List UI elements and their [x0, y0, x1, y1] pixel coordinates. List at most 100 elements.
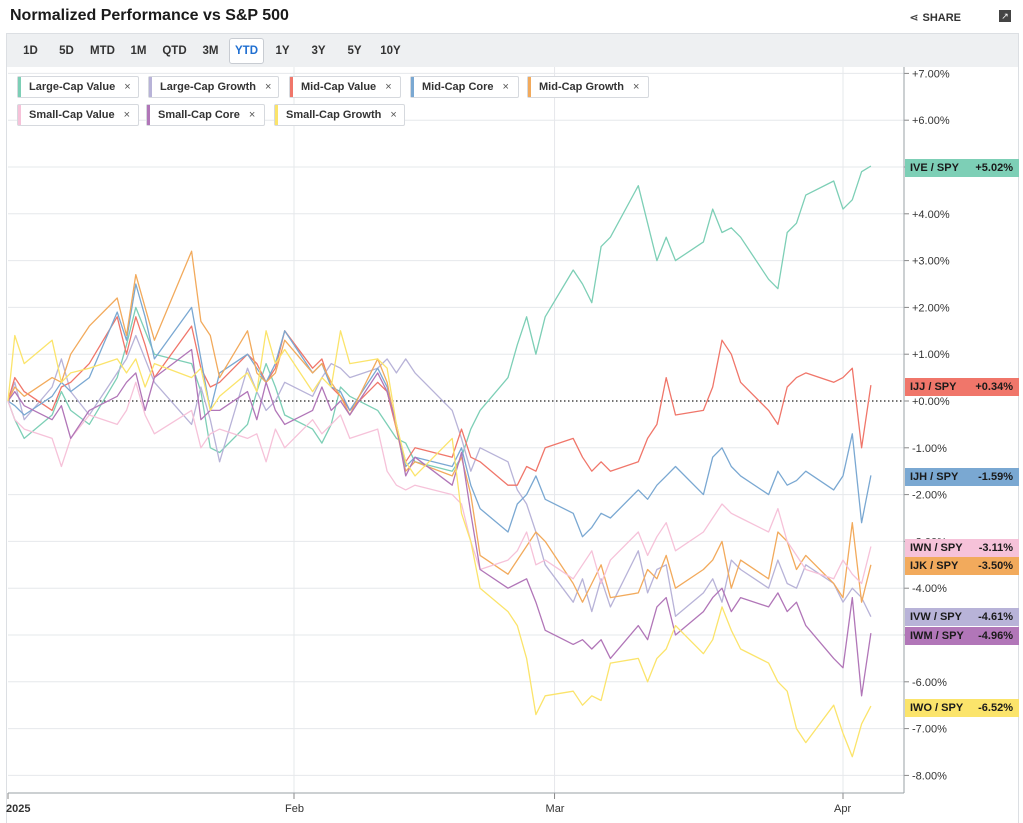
close-icon[interactable]: × — [123, 109, 131, 121]
y-tick-label: +3.00% — [912, 256, 950, 268]
close-icon[interactable]: × — [248, 109, 256, 121]
chip-label: Mid-Cap Value — [301, 81, 377, 93]
range-button-ytd[interactable]: YTD — [229, 38, 264, 64]
tag-ticker: IWM / SPY — [910, 630, 964, 642]
tag-ticker: IVE / SPY — [910, 162, 959, 174]
series-chip[interactable]: Small-Cap Core × — [146, 104, 265, 126]
chip-label: Large-Cap Value — [29, 81, 116, 93]
series-chip[interactable]: Mid-Cap Core × — [410, 76, 519, 98]
expand-icon[interactable]: ↗ — [999, 10, 1011, 22]
series-chip[interactable]: Small-Cap Growth × — [274, 104, 405, 126]
chip-label: Small-Cap Growth — [286, 109, 382, 121]
series-value-tag: IJH / SPY -1.59% — [905, 468, 1019, 486]
range-button-5d[interactable]: 5D — [59, 45, 74, 57]
chip-swatch — [149, 77, 152, 97]
y-tick-label: +7.00% — [912, 68, 950, 80]
range-button-qtd[interactable]: QTD — [162, 45, 187, 57]
range-button-mtd[interactable]: MTD — [90, 45, 115, 57]
range-button-10y[interactable]: 10Y — [380, 45, 401, 57]
tag-ticker: IWN / SPY — [910, 542, 963, 554]
series-chip[interactable]: Large-Cap Value × — [17, 76, 139, 98]
series-line-ijh[interactable] — [7, 283, 872, 538]
range-toolbar: 1D 5D MTD 1M QTD 3M YTD 1Y 3Y 5Y 10Y — [6, 33, 1019, 67]
series-line-iwo[interactable] — [7, 330, 872, 758]
y-tick-label: -2.00% — [912, 490, 947, 502]
range-button-1y[interactable]: 1Y — [275, 45, 290, 57]
range-button-5y[interactable]: 5Y — [347, 45, 362, 57]
page-title: Normalized Performance vs S&P 500 — [10, 7, 289, 24]
chip-swatch — [411, 77, 414, 97]
series-value-tag: IWO / SPY -6.52% — [905, 699, 1019, 717]
chip-label: Mid-Cap Core — [422, 81, 494, 93]
tag-ticker: IWO / SPY — [910, 702, 964, 714]
y-tick-label: -4.00% — [912, 583, 947, 595]
close-icon[interactable]: × — [264, 81, 272, 93]
x-tick-label: Feb — [285, 803, 304, 815]
y-tick-label: -1.00% — [912, 443, 947, 455]
close-icon[interactable]: × — [390, 109, 397, 121]
tag-value: -3.11% — [978, 542, 1013, 554]
series-chip[interactable]: Mid-Cap Growth × — [527, 76, 649, 98]
range-button-1d[interactable]: 1D — [23, 45, 38, 57]
chart-frame — [6, 67, 1019, 823]
series-line-iwm[interactable] — [7, 348, 872, 697]
close-icon[interactable]: × — [385, 81, 392, 93]
series-value-tag: IWN / SPY -3.11% — [905, 539, 1019, 557]
tag-value: -1.59% — [978, 471, 1013, 483]
chip-swatch — [18, 105, 21, 125]
series-value-tag: IWM / SPY -4.96% — [905, 627, 1019, 645]
range-button-3y[interactable]: 3Y — [311, 45, 326, 57]
y-tick-label: -6.00% — [912, 677, 947, 689]
chip-label: Large-Cap Growth — [160, 81, 256, 93]
series-value-tag: IJK / SPY -3.50% — [905, 557, 1019, 575]
series-line-ijj[interactable] — [7, 316, 872, 486]
title-bar: Normalized Performance vs S&P 500 ⋖ SHAR… — [0, 0, 1023, 34]
close-icon[interactable]: × — [502, 81, 509, 93]
share-icon: ⋖ — [909, 12, 919, 24]
tag-ticker: IJK / SPY — [910, 560, 959, 572]
series-value-tag: IVE / SPY +5.02% — [905, 159, 1019, 177]
tag-value: -4.61% — [978, 611, 1013, 623]
close-icon[interactable]: × — [632, 81, 640, 93]
tag-value: -4.96% — [978, 630, 1013, 642]
series-chip[interactable]: Large-Cap Growth × — [148, 76, 279, 98]
x-tick-label: Mar — [546, 803, 565, 815]
y-tick-label: +4.00% — [912, 209, 950, 221]
series-line-ijk[interactable] — [7, 250, 872, 603]
range-buttons: 1D 5D MTD 1M QTD 3M YTD 1Y 3Y 5Y 10Y — [13, 38, 409, 64]
series-chip[interactable]: Mid-Cap Value × — [289, 76, 401, 98]
y-tick-label: +0.00% — [912, 396, 950, 408]
tag-value: +5.02% — [975, 162, 1013, 174]
tag-ticker: IVW / SPY — [910, 611, 962, 623]
y-tick-label: +2.00% — [912, 302, 950, 314]
y-tick-label: -7.00% — [912, 724, 947, 736]
chip-label: Mid-Cap Growth — [539, 81, 624, 93]
chip-swatch — [147, 105, 150, 125]
y-tick-label: +1.00% — [912, 349, 950, 361]
series-line-iwn[interactable] — [7, 381, 872, 585]
x-tick-label: 2025 — [6, 803, 30, 815]
series-chip[interactable]: Small-Cap Value × — [17, 104, 139, 126]
chip-swatch — [528, 77, 531, 97]
tag-ticker: IJH / SPY — [910, 471, 959, 483]
tag-ticker: IJJ / SPY — [910, 381, 957, 393]
chip-label: Small-Cap Value — [29, 109, 115, 121]
chip-swatch — [275, 105, 278, 125]
chip-swatch — [290, 77, 293, 97]
tag-value: -3.50% — [978, 560, 1013, 572]
y-tick-label: -8.00% — [912, 770, 947, 782]
tag-value: +0.34% — [975, 381, 1013, 393]
chip-swatch — [18, 77, 21, 97]
series-line-ivw[interactable] — [7, 334, 872, 617]
series-value-tag: IJJ / SPY +0.34% — [905, 378, 1019, 396]
close-icon[interactable]: × — [124, 81, 131, 93]
tag-value: -6.52% — [978, 702, 1013, 714]
range-button-1m[interactable]: 1M — [130, 45, 147, 57]
share-label: SHARE — [922, 11, 961, 24]
chip-label: Small-Cap Core — [158, 109, 240, 121]
range-button-3m[interactable]: 3M — [202, 45, 219, 57]
x-tick-label: Apr — [834, 803, 851, 815]
share-button[interactable]: ⋖ SHARE — [909, 11, 961, 25]
series-line-ive[interactable] — [7, 165, 872, 472]
